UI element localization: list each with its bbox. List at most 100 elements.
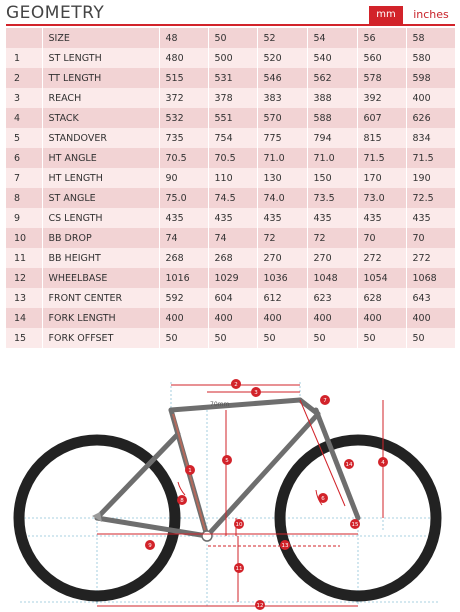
table-cell: 588 xyxy=(307,108,358,128)
table-cell: 1048 xyxy=(307,268,358,288)
row-label: STACK xyxy=(42,108,160,128)
table-cell: 71.5 xyxy=(406,148,456,168)
row-index: 2 xyxy=(6,68,43,88)
table-cell: 435 xyxy=(406,208,456,228)
table-cell: 70 xyxy=(357,228,407,248)
table-row: 1 ST LENGTH 480 500 520 540 560 580 xyxy=(6,48,456,68)
table-cell: 435 xyxy=(257,208,308,228)
table-row: 14 FORK LENGTH 400 400 400 400 400 400 xyxy=(6,308,456,328)
svg-text:6: 6 xyxy=(321,496,325,502)
row-index: 8 xyxy=(6,188,43,208)
dimension-marker-14: 14 xyxy=(344,459,354,469)
row-label: HT ANGLE xyxy=(42,148,160,168)
unit-inches-button[interactable]: inches xyxy=(413,8,449,21)
table-cell: 626 xyxy=(406,108,456,128)
table-cell: 794 xyxy=(307,128,358,148)
table-cell: 74 xyxy=(159,228,209,248)
table-cell: 130 xyxy=(257,168,308,188)
table-cell: 532 xyxy=(159,108,209,128)
table-cell: 73.0 xyxy=(357,188,407,208)
table-cell: 110 xyxy=(208,168,258,188)
row-label: REACH xyxy=(42,88,160,108)
bottom-bracket xyxy=(201,530,213,542)
dimension-marker-6: 6 xyxy=(318,493,328,503)
svg-text:1: 1 xyxy=(188,468,192,474)
table-row: 12 WHEELBASE 1016 1029 1036 1048 1054 1068 xyxy=(6,268,456,288)
table-cell: 551 xyxy=(208,108,258,128)
row-index: 14 xyxy=(6,308,43,328)
table-cell: 388 xyxy=(307,88,358,108)
row-index: 6 xyxy=(6,148,43,168)
table-cell: 50 xyxy=(208,328,258,348)
svg-text:9: 9 xyxy=(148,543,152,549)
row-label: HT LENGTH xyxy=(42,168,160,188)
dimension-marker-13: 13 xyxy=(280,540,290,550)
table-cell: 1036 xyxy=(257,268,308,288)
table-cell: 435 xyxy=(307,208,358,228)
row-label: CS LENGTH xyxy=(42,208,160,228)
svg-text:15: 15 xyxy=(352,522,359,528)
dimension-marker-8: 8 xyxy=(177,495,187,505)
table-cell: 435 xyxy=(357,208,407,228)
table-cell: 500 xyxy=(208,48,258,68)
table-row: 3 REACH 372 378 383 388 392 400 xyxy=(6,88,456,108)
table-cell: 392 xyxy=(357,88,407,108)
table-cell: 623 xyxy=(307,288,358,308)
svg-text:13: 13 xyxy=(282,543,289,549)
table-cell: 604 xyxy=(208,288,258,308)
table-cell: 72 xyxy=(307,228,358,248)
table-cell: 834 xyxy=(406,128,456,148)
svg-text:14: 14 xyxy=(346,462,353,468)
table-cell: 74.5 xyxy=(208,188,258,208)
table-cell: 1054 xyxy=(357,268,407,288)
table-cell: 628 xyxy=(357,288,407,308)
table-cell: 540 xyxy=(307,48,358,68)
unit-mm-button[interactable]: mm xyxy=(369,6,403,24)
row-index: 5 xyxy=(6,128,43,148)
table-cell: 272 xyxy=(357,248,407,268)
table-cell: 270 xyxy=(257,248,308,268)
dimension-marker-11: 11 xyxy=(234,563,244,573)
table-row: 13 FRONT CENTER 592 604 612 623 628 643 xyxy=(6,288,456,308)
table-cell: 190 xyxy=(406,168,456,188)
dimension-marker-10: 10 xyxy=(234,519,244,529)
svg-text:3: 3 xyxy=(254,390,258,396)
table-cell: 400 xyxy=(257,308,308,328)
table-cell: 268 xyxy=(159,248,209,268)
table-cell: 570 xyxy=(257,108,308,128)
table-cell: 170 xyxy=(357,168,407,188)
svg-text:10: 10 xyxy=(236,522,243,528)
column-header: 50 xyxy=(208,28,258,48)
table-cell: 272 xyxy=(406,248,456,268)
table-cell: 383 xyxy=(257,88,308,108)
table-cell: 562 xyxy=(307,68,358,88)
table-cell: 90 xyxy=(159,168,209,188)
geometry-table: SIZE 48 50 52 54 56 58 1 ST LENGTH 480 500 520 540 56… xyxy=(6,28,456,348)
table-cell: 378 xyxy=(208,88,258,108)
column-header: 56 xyxy=(357,28,407,48)
table-cell: 546 xyxy=(257,68,308,88)
table-cell: 592 xyxy=(159,288,209,308)
table-cell: 50 xyxy=(159,328,209,348)
dimension-marker-3: 3 xyxy=(251,387,261,397)
table-cell: 580 xyxy=(406,48,456,68)
table-cell: 400 xyxy=(357,308,407,328)
row-label: BB HEIGHT xyxy=(42,248,160,268)
svg-text:4: 4 xyxy=(381,460,385,466)
row-label: STANDOVER xyxy=(42,128,160,148)
table-header-row: SIZE 48 50 52 54 56 58 xyxy=(6,28,456,48)
row-index: 11 xyxy=(6,248,43,268)
row-index: 10 xyxy=(6,228,43,248)
column-header: 58 xyxy=(406,28,456,48)
table-cell: 1029 xyxy=(208,268,258,288)
row-index: 12 xyxy=(6,268,43,288)
table-cell: 268 xyxy=(208,248,258,268)
row-index: 9 xyxy=(6,208,43,228)
table-cell: 50 xyxy=(406,328,456,348)
table-cell: 372 xyxy=(159,88,209,108)
table-cell: 578 xyxy=(357,68,407,88)
table-cell: 50 xyxy=(357,328,407,348)
dimension-marker-1: 1 xyxy=(185,465,195,475)
table-cell: 815 xyxy=(357,128,407,148)
table-cell: 754 xyxy=(208,128,258,148)
